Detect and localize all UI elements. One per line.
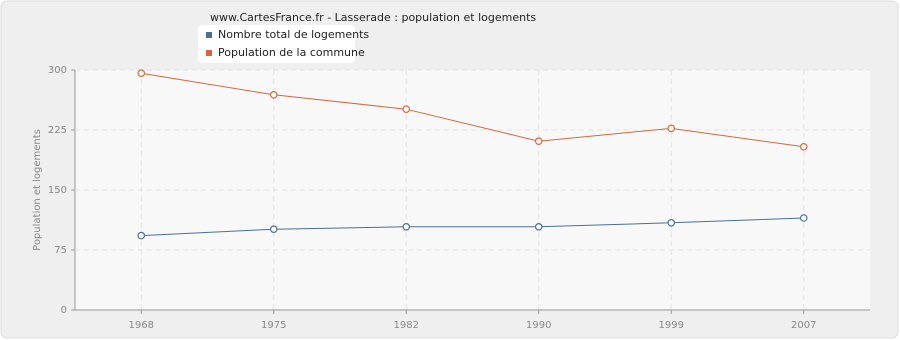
legend-label: Nombre total de logements xyxy=(218,28,369,41)
x-tick-label: 1990 xyxy=(526,320,551,331)
data-point xyxy=(667,124,676,133)
y-tick-label: 0 xyxy=(61,305,67,316)
series-line xyxy=(141,217,804,237)
data-point xyxy=(799,143,808,151)
data-point xyxy=(269,225,278,234)
data-point xyxy=(534,137,543,146)
x-tick-label: 1968 xyxy=(129,320,154,331)
data-point xyxy=(137,231,146,240)
data-point xyxy=(799,214,808,222)
legend-swatch xyxy=(206,50,212,56)
data-point xyxy=(269,91,278,99)
data-point xyxy=(402,223,411,231)
series-line xyxy=(141,72,804,148)
x-tick-label: 1975 xyxy=(261,320,286,331)
data-point xyxy=(137,69,146,78)
data-point xyxy=(667,219,676,227)
y-tick-label: 75 xyxy=(54,245,67,256)
legend-swatch xyxy=(206,32,212,38)
y-tick-label: 225 xyxy=(48,125,67,136)
legend xyxy=(198,25,355,63)
x-tick-label: 1999 xyxy=(659,320,684,331)
x-tick-label: 1982 xyxy=(394,320,419,331)
y-tick-label: 150 xyxy=(48,185,67,196)
chart-title: www.CartesFrance.fr - Lasserade : popula… xyxy=(210,11,536,24)
legend-label: Population de la commune xyxy=(218,46,365,59)
y-tick-label: 300 xyxy=(48,65,67,76)
data-point xyxy=(534,223,543,231)
y-axis-label: Population et logements xyxy=(32,129,43,251)
x-tick-label: 2007 xyxy=(791,320,816,331)
data-point xyxy=(402,105,411,114)
